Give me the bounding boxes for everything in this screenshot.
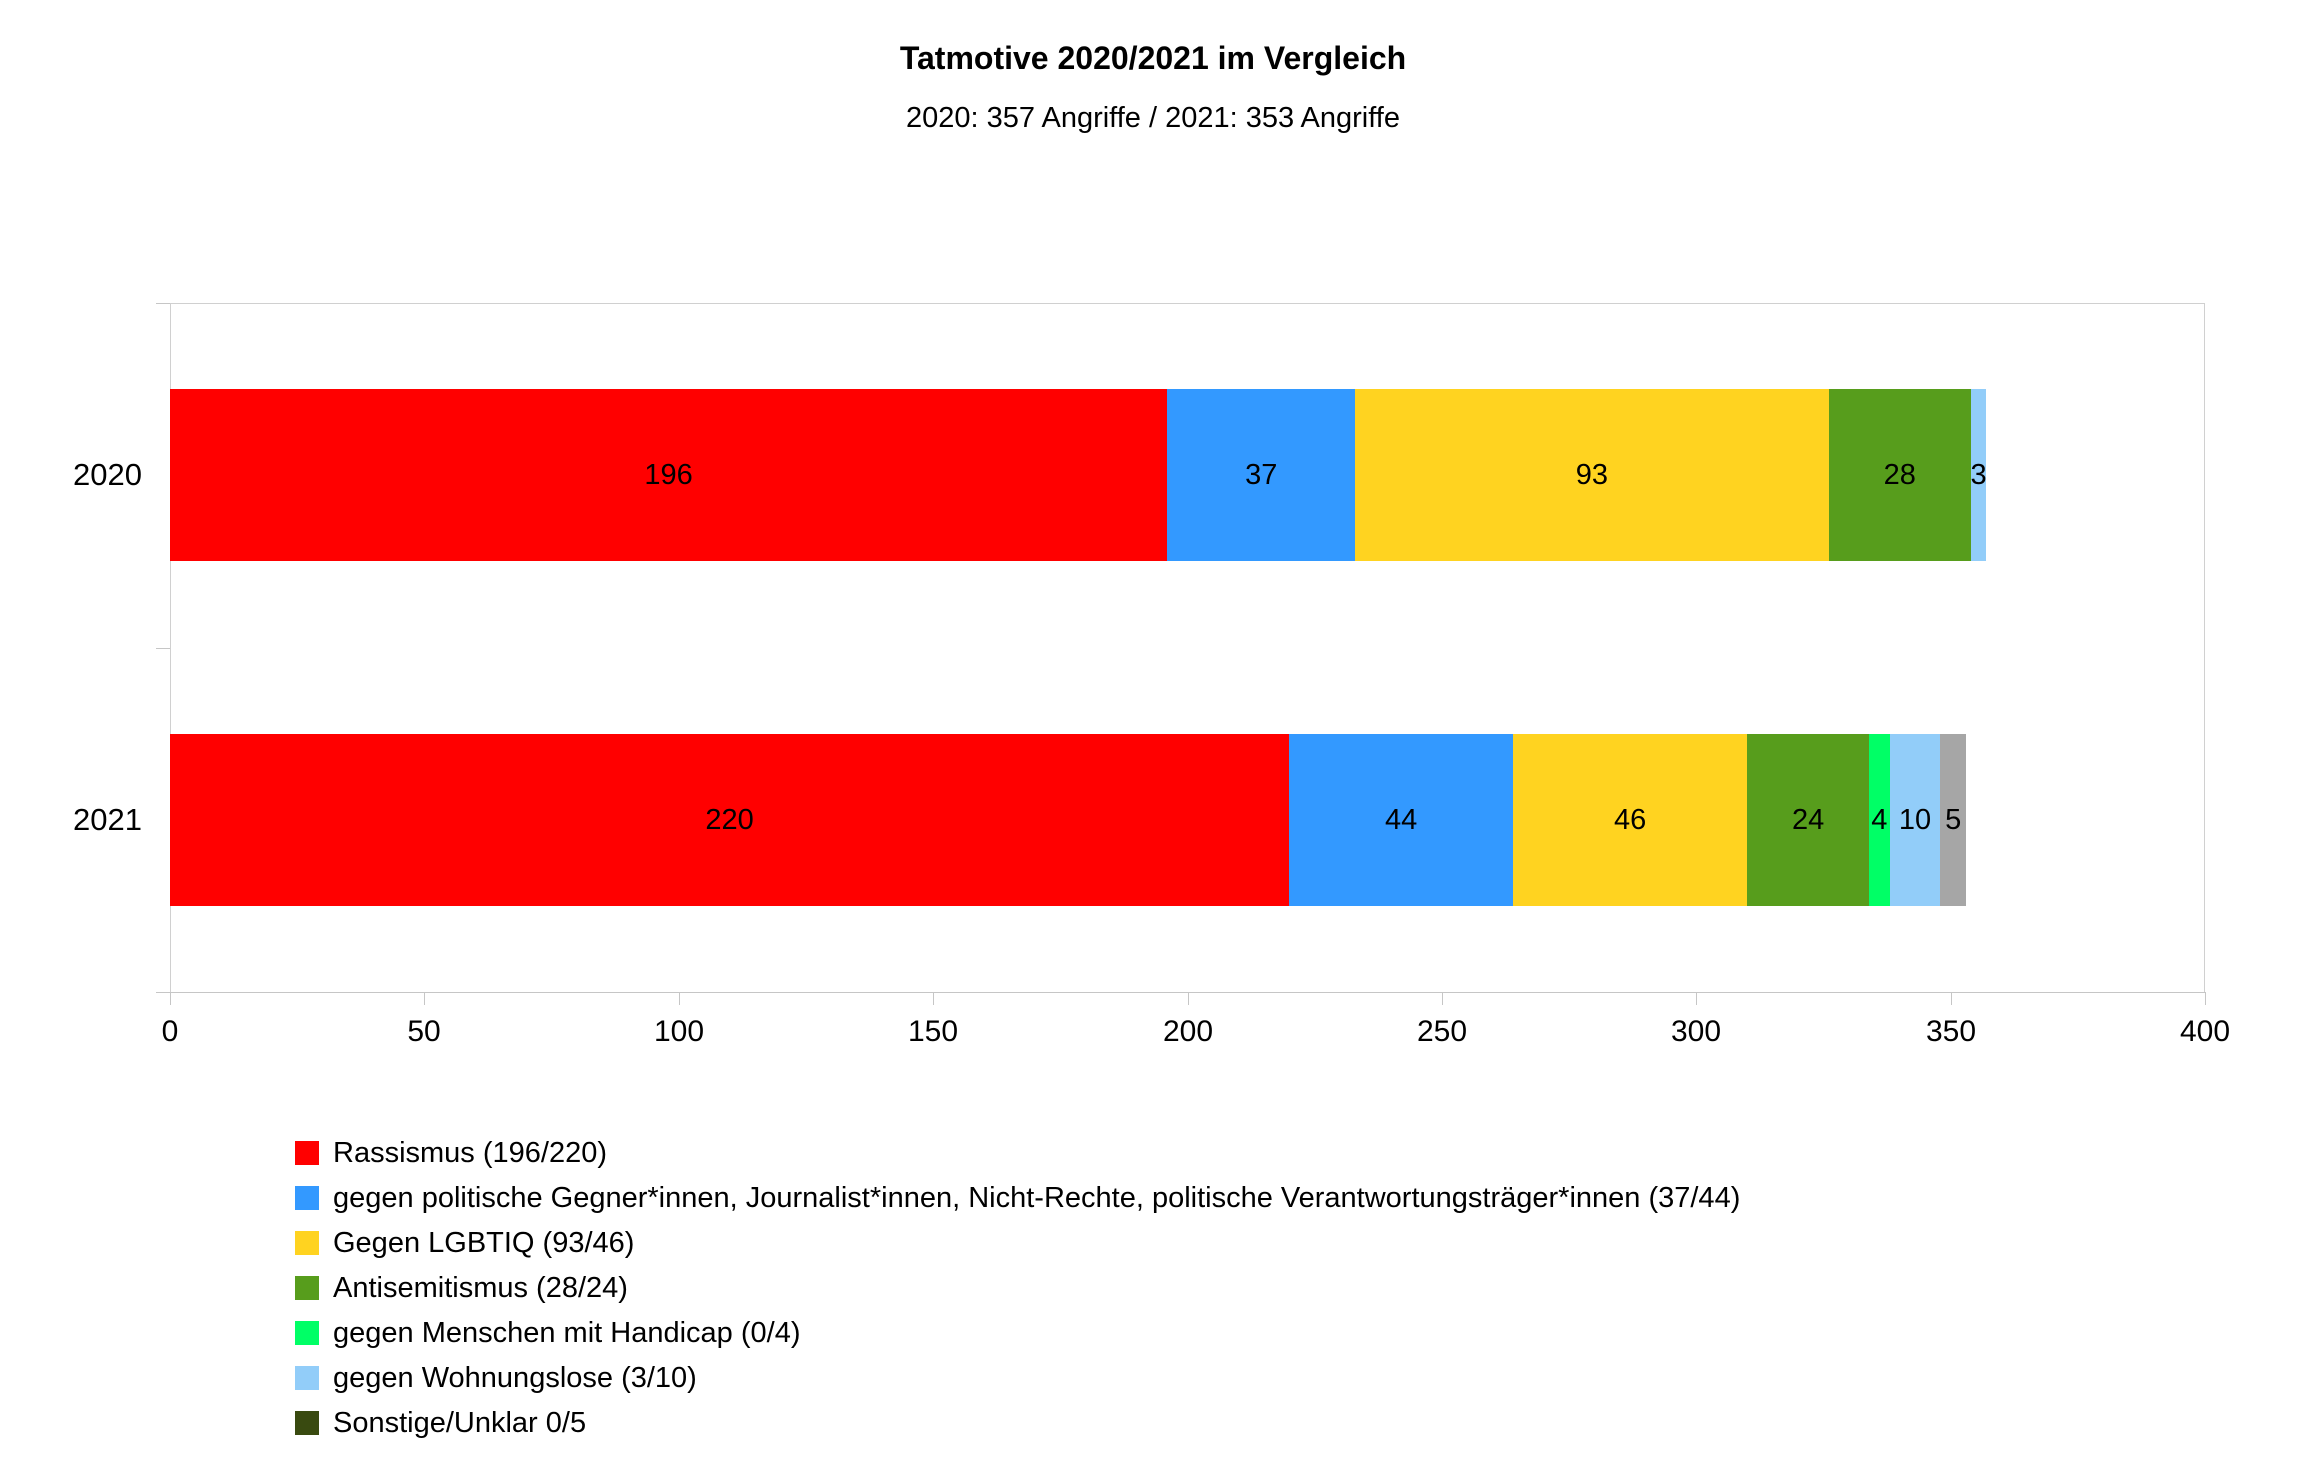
bar-value-label: 5 — [1945, 803, 1962, 836]
bar-segment: 196 — [170, 389, 1168, 561]
x-axis-tick-label: 350 — [1925, 1015, 1977, 1048]
bar-value-label: 3 — [1970, 458, 1987, 491]
legend-swatch-icon — [295, 1276, 319, 1300]
x-axis-tick-label: 150 — [907, 1015, 959, 1048]
bar-value-label: 93 — [1575, 458, 1609, 491]
bar-segment: 37 — [1167, 389, 1356, 561]
stacked-bar-2021: 220 44 46 24 4 10 5 — [170, 734, 1966, 906]
legend-item: Gegen LGBTIQ (93/46) — [295, 1226, 1740, 1259]
x-axis-tick-label: 100 — [653, 1015, 705, 1048]
bar-value-label: 196 — [644, 458, 693, 491]
bar-value-label: 37 — [1245, 458, 1278, 491]
legend-label: Gegen LGBTIQ (93/46) — [333, 1226, 635, 1259]
legend-label: Sonstige/Unklar 0/5 — [333, 1406, 587, 1439]
legend-label: gegen Menschen mit Handicap (0/4) — [333, 1316, 801, 1349]
legend-swatch-icon — [295, 1186, 319, 1210]
legend-item: Sonstige/Unklar 0/5 — [295, 1406, 1740, 1439]
bar-value-label: 220 — [705, 803, 754, 836]
x-axis-tick-label: 250 — [1416, 1015, 1468, 1048]
plot-border-right — [2204, 303, 2205, 992]
legend-item: gegen Wohnungslose (3/10) — [295, 1361, 1740, 1394]
bar-value-label: 44 — [1385, 803, 1418, 836]
bar-value-label: 10 — [1898, 803, 1932, 836]
x-axis-tick-label: 400 — [2179, 1015, 2231, 1048]
x-axis-tick — [1442, 992, 1443, 1005]
legend-item: Antisemitismus (28/24) — [295, 1271, 1740, 1304]
x-axis-tick — [424, 992, 425, 1005]
category-boundary-tick — [156, 648, 170, 649]
bar-segment: 220 — [170, 734, 1290, 906]
legend-swatch-icon — [295, 1366, 319, 1390]
legend-label: Rassismus (196/220) — [333, 1136, 607, 1169]
bar-segment: 3 — [1970, 389, 1987, 561]
legend-swatch-icon — [295, 1321, 319, 1345]
y-axis-line — [170, 303, 171, 992]
x-axis-tick — [933, 992, 934, 1005]
bar-segment: 46 — [1513, 734, 1748, 906]
plot-area: 196 37 93 28 3 220 44 46 24 4 10 5 0 50 100 150 200 250 30… — [156, 303, 2230, 1048]
x-axis-tick-label: 200 — [1162, 1015, 1214, 1048]
category-label-2021: 2021 — [73, 802, 142, 837]
x-axis-line — [156, 992, 2205, 993]
bar-value-label: 4 — [1871, 803, 1888, 836]
category-label-2020: 2020 — [73, 457, 142, 492]
x-axis-tick — [679, 992, 680, 1005]
bar-segment: 93 — [1355, 389, 1829, 561]
legend-label: Antisemitismus (28/24) — [333, 1271, 628, 1304]
legend-label: gegen Wohnungslose (3/10) — [333, 1361, 697, 1394]
x-axis-tick — [1696, 992, 1697, 1005]
x-axis-tick-label: 50 — [407, 1015, 441, 1048]
legend: Rassismus (196/220) gegen politische Gegn… — [295, 1136, 1741, 1453]
bar-segment: 44 — [1289, 734, 1514, 906]
legend-swatch-icon — [295, 1141, 319, 1165]
legend-item: Rassismus (196/220) — [295, 1136, 1740, 1169]
bar-segment: 10 — [1889, 734, 1941, 906]
legend-label: gegen politische Gegner*innen, Journalis… — [333, 1181, 1741, 1214]
chart-title: Tatmotive 2020/2021 im Vergleich — [899, 40, 1407, 76]
x-axis-tick — [2205, 992, 2206, 1005]
legend-swatch-icon — [295, 1411, 319, 1435]
legend-item: gegen Menschen mit Handicap (0/4) — [295, 1316, 1740, 1349]
bar-value-label: 24 — [1792, 803, 1825, 836]
legend-swatch-icon — [295, 1231, 319, 1255]
x-axis-tick-label: 0 — [161, 1015, 179, 1048]
plot-border-top — [170, 303, 2205, 304]
category-boundary-tick — [156, 303, 170, 304]
bar-segment: 24 — [1747, 734, 1870, 906]
x-axis-tick-label: 300 — [1670, 1015, 1722, 1048]
x-axis-tick — [170, 992, 171, 1005]
bar-value-label: 46 — [1613, 803, 1647, 836]
bar-segment: 5 — [1940, 734, 1966, 906]
bar-value-label: 28 — [1883, 458, 1916, 491]
bar-segment: 28 — [1828, 389, 1971, 561]
x-axis-tick — [1188, 992, 1189, 1005]
stacked-bar-2020: 196 37 93 28 3 — [170, 389, 1987, 561]
x-axis-tick — [1951, 992, 1952, 1005]
bar-segment: 4 — [1869, 734, 1890, 906]
legend-item: gegen politische Gegner*innen, Journalis… — [295, 1181, 1741, 1214]
chart-subtitle: 2020: 357 Angriffe / 2021: 353 Angriffe — [906, 102, 1400, 134]
